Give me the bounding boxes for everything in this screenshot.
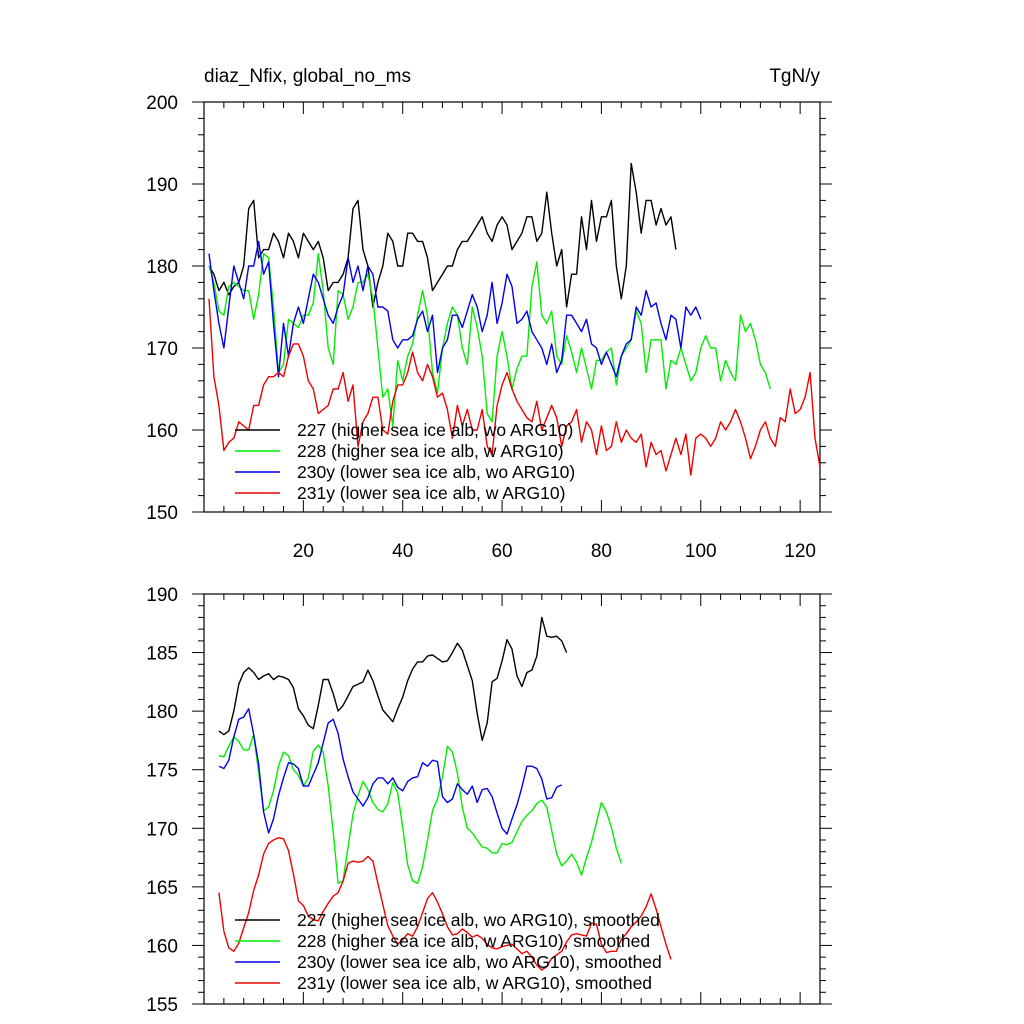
x-tick-label: 80 [591, 541, 612, 562]
bottom-panel: 155 160 165 170 175 180 185 190 227 (higher sea … [146, 585, 832, 1016]
legend-label: 230y (lower sea ice alb, wo ARG10) [297, 462, 575, 482]
y-tick-label: 180 [146, 257, 178, 278]
x-tick-label: 40 [392, 541, 413, 562]
y-tick-label: 200 [146, 93, 178, 114]
chart-title-left: diaz_Nfix, global_no_ms [204, 66, 411, 87]
y-tick-label: 160 [146, 936, 178, 957]
x-tick-label: 120 [784, 541, 816, 562]
y-tick-label: 170 [146, 339, 178, 360]
y-tick-label: 160 [146, 421, 178, 442]
series-line [218, 616, 568, 742]
series-line [218, 733, 622, 884]
legend-label: 230y (lower sea ice alb, wo ARG10), smoo… [297, 952, 662, 972]
series-line [208, 298, 821, 476]
top-panel: 20 40 60 80 100 120 150 160 170 180 190 200 227 (hig… [146, 93, 832, 562]
legend-label: 227 (higher sea ice alb, wo ARG10), smoo… [297, 910, 660, 930]
y-tick-label: 165 [146, 878, 178, 899]
legend-label: 231y (lower sea ice alb, w ARG10) [297, 483, 565, 503]
series-line [208, 252, 771, 427]
y-tick-label: 185 [146, 644, 178, 665]
y-tick-label: 175 [146, 761, 178, 782]
series-line [208, 240, 702, 378]
legend-label: 227 (higher sea ice alb, wo ARG10) [297, 420, 573, 440]
x-tick-label: 100 [685, 541, 717, 562]
y-tick-label: 190 [146, 585, 178, 606]
legend-label: 228 (higher sea ice alb, w ARG10) [297, 441, 564, 461]
series-line [218, 837, 672, 971]
series-line [208, 162, 677, 308]
plot-frame [203, 593, 821, 1005]
plot-frame [203, 101, 821, 513]
x-tick-label: 60 [491, 541, 512, 562]
y-tick-label: 190 [146, 175, 178, 196]
chart-units-label: TgN/y [769, 66, 820, 87]
y-tick-label: 170 [146, 819, 178, 840]
legend-label: 231y (lower sea ice alb, w ARG10), smoot… [297, 973, 652, 993]
x-tick-label: 20 [293, 541, 314, 562]
series-line [218, 708, 563, 835]
y-tick-label: 180 [146, 702, 178, 723]
y-tick-label: 150 [146, 503, 178, 524]
legend-label: 228 (higher sea ice alb, w ARG10), smoot… [297, 931, 650, 951]
y-tick-label: 155 [146, 995, 178, 1016]
